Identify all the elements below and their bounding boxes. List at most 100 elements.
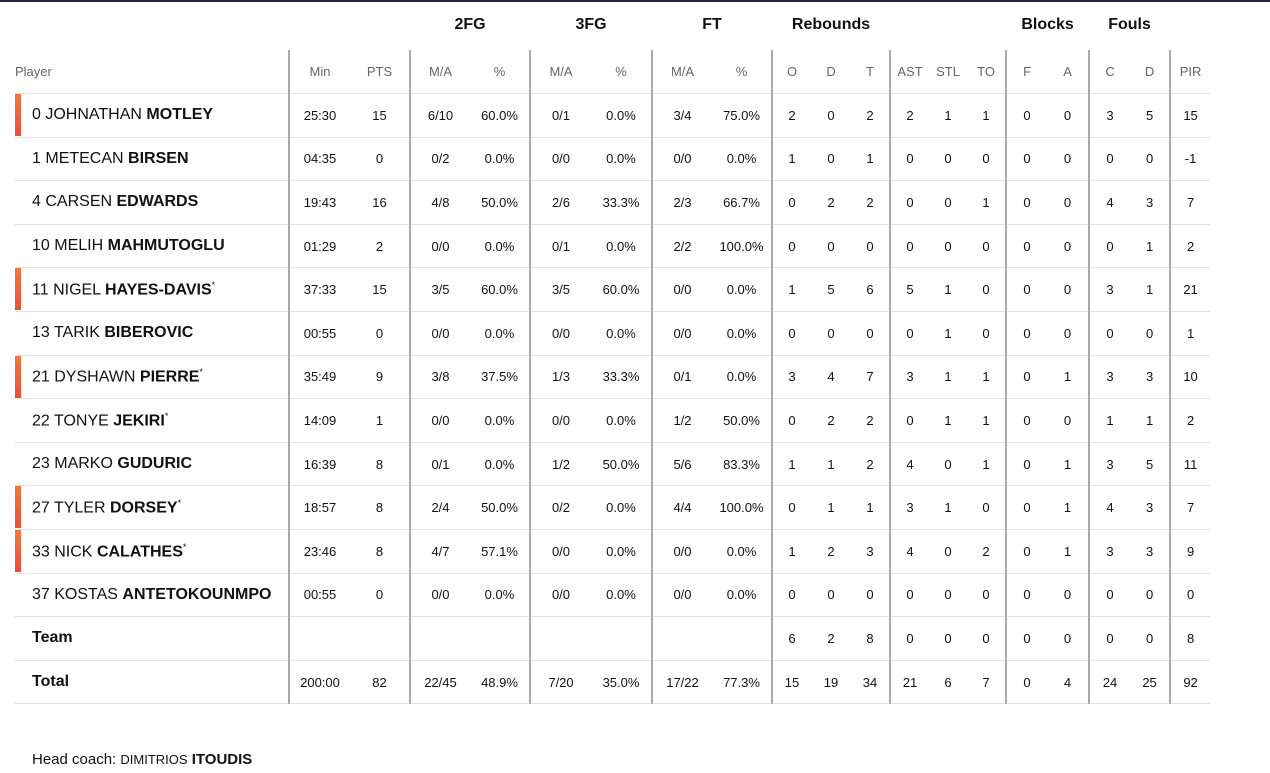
stat-cell: 0.0% bbox=[470, 573, 530, 618]
player-number: 23 bbox=[32, 455, 50, 473]
player-last-name: BIRSEN bbox=[128, 149, 189, 167]
stat-cell: 1 bbox=[1130, 224, 1171, 269]
stat-cell bbox=[591, 616, 652, 661]
stat-cell: 2 bbox=[350, 224, 410, 269]
stat-cell: 1 bbox=[967, 355, 1007, 400]
stat-cell: 0 bbox=[1005, 224, 1048, 269]
stat-cell: 7 bbox=[967, 660, 1007, 705]
stat-cell: 50.0% bbox=[470, 180, 530, 225]
stat-cell: 1 bbox=[811, 485, 852, 530]
column-header: AST bbox=[889, 50, 930, 94]
stat-cell: 1 bbox=[350, 398, 410, 443]
stat-cell: 0 bbox=[1088, 616, 1131, 661]
stat-cell: 0 bbox=[1169, 573, 1211, 618]
stat-cell: 0 bbox=[1005, 660, 1048, 705]
stat-cell: 2 bbox=[811, 398, 852, 443]
player-first-name: DYSHAWN bbox=[54, 368, 136, 386]
stat-cell bbox=[409, 616, 470, 661]
stat-cell: 21 bbox=[889, 660, 930, 705]
stat-cell: 0 bbox=[350, 573, 410, 618]
stat-cell: 0 bbox=[851, 311, 891, 356]
player-first-name: KOSTAS bbox=[54, 585, 118, 603]
stat-cell: 0.0% bbox=[591, 529, 652, 574]
stat-cell: 50.0% bbox=[712, 398, 773, 443]
player-row: 1 METECAN BIRSEN 04:35 0 0/2 0.0% 0/0 0.0% 0/0 0… bbox=[15, 137, 1211, 182]
stat-cell: 0/0 bbox=[409, 311, 470, 356]
stat-cell: 1 bbox=[811, 442, 852, 487]
stat-cell: 0 bbox=[889, 573, 930, 618]
player-first-name: NIGEL bbox=[53, 281, 101, 299]
stat-cell: 3 bbox=[851, 529, 891, 574]
column-header: PTS bbox=[350, 50, 410, 94]
stat-cell: 0/1 bbox=[529, 224, 591, 269]
stat-cell: 2 bbox=[851, 180, 891, 225]
stat-cell: 1 bbox=[1047, 442, 1090, 487]
stat-cell: 0 bbox=[350, 137, 410, 182]
stat-cell: 15 bbox=[350, 267, 410, 312]
player-last-name: PIERRE bbox=[139, 368, 200, 386]
player-number: 13 bbox=[32, 324, 50, 342]
group-header: Blocks bbox=[1021, 16, 1074, 33]
stat-cell: 77.3% bbox=[712, 660, 773, 705]
stat-cell: 4/4 bbox=[651, 485, 712, 530]
player-first-name: MELIH bbox=[54, 237, 104, 255]
stat-cell: 1 bbox=[929, 267, 968, 312]
total-label: Total bbox=[15, 660, 289, 705]
player-marker: * bbox=[182, 541, 187, 552]
column-header: F bbox=[1005, 50, 1048, 94]
stat-cell: 0 bbox=[967, 137, 1007, 182]
player-number: 11 bbox=[32, 281, 49, 299]
stat-cell: 1 bbox=[967, 398, 1007, 443]
stat-cell: 1 bbox=[851, 137, 891, 182]
stat-cell: 23:46 bbox=[288, 529, 350, 574]
stat-cell: 0.0% bbox=[712, 573, 773, 618]
column-header: D bbox=[811, 50, 852, 94]
stat-cell: 0/0 bbox=[409, 224, 470, 269]
stat-cell: 0 bbox=[1088, 224, 1131, 269]
stat-cell: 1/2 bbox=[529, 442, 591, 487]
stat-cell: 3/5 bbox=[409, 267, 470, 312]
stat-cell: 60.0% bbox=[591, 267, 652, 312]
stat-cell: 0 bbox=[1005, 616, 1048, 661]
stat-cell: 0 bbox=[967, 311, 1007, 356]
group-header: 2FG bbox=[454, 16, 486, 33]
player-number: 1 bbox=[32, 149, 41, 167]
stat-cell: 0/0 bbox=[651, 311, 712, 356]
stat-cell: 0 bbox=[771, 224, 812, 269]
player-last-name: ANTETOKOUNMPO bbox=[122, 585, 272, 603]
stat-cell: 10 bbox=[1169, 355, 1211, 400]
stat-cell: 0/0 bbox=[529, 311, 591, 356]
player-number: 33 bbox=[32, 542, 50, 560]
stat-cell: 0 bbox=[1088, 137, 1131, 182]
stat-cell: 3 bbox=[771, 355, 812, 400]
stat-cell: 0/1 bbox=[651, 355, 712, 400]
stat-cell: 0 bbox=[771, 398, 812, 443]
column-header: D bbox=[1130, 50, 1171, 94]
stat-cell: 66.7% bbox=[712, 180, 773, 225]
player-cell: 37 KOSTAS ANTETOKOUNMPO bbox=[15, 573, 289, 618]
stat-cell: 7 bbox=[851, 355, 891, 400]
stat-cell: 3 bbox=[1088, 529, 1131, 574]
stat-cell: 2 bbox=[1169, 398, 1211, 443]
stat-cell: 2 bbox=[811, 529, 852, 574]
column-header: M/A bbox=[409, 50, 470, 94]
player-marker: * bbox=[211, 280, 216, 290]
stat-cell: 0 bbox=[1005, 267, 1048, 312]
stat-cell: 4 bbox=[889, 442, 930, 487]
stat-cell: 2/6 bbox=[529, 180, 591, 225]
stat-cell: 2 bbox=[851, 442, 891, 487]
player-first-name: MARKO bbox=[54, 455, 113, 473]
stat-cell: 0 bbox=[1047, 267, 1090, 312]
player-row: 11 NIGEL HAYES-DAVIS* 37:33 15 3/5 60.0% 3/5 6… bbox=[15, 267, 1211, 312]
stat-cell: 1/3 bbox=[529, 355, 591, 400]
stat-cell: 3 bbox=[1130, 485, 1171, 530]
stat-cell: 22/45 bbox=[409, 660, 470, 705]
stat-cell: 0 bbox=[1130, 616, 1171, 661]
stat-cell: 0 bbox=[1005, 355, 1048, 400]
stat-cell: 2 bbox=[771, 93, 812, 138]
player-number: 0 bbox=[32, 106, 41, 124]
stat-cell: 1 bbox=[967, 180, 1007, 225]
stat-cell: 0 bbox=[1088, 311, 1131, 356]
stat-cell: 0.0% bbox=[712, 311, 773, 356]
